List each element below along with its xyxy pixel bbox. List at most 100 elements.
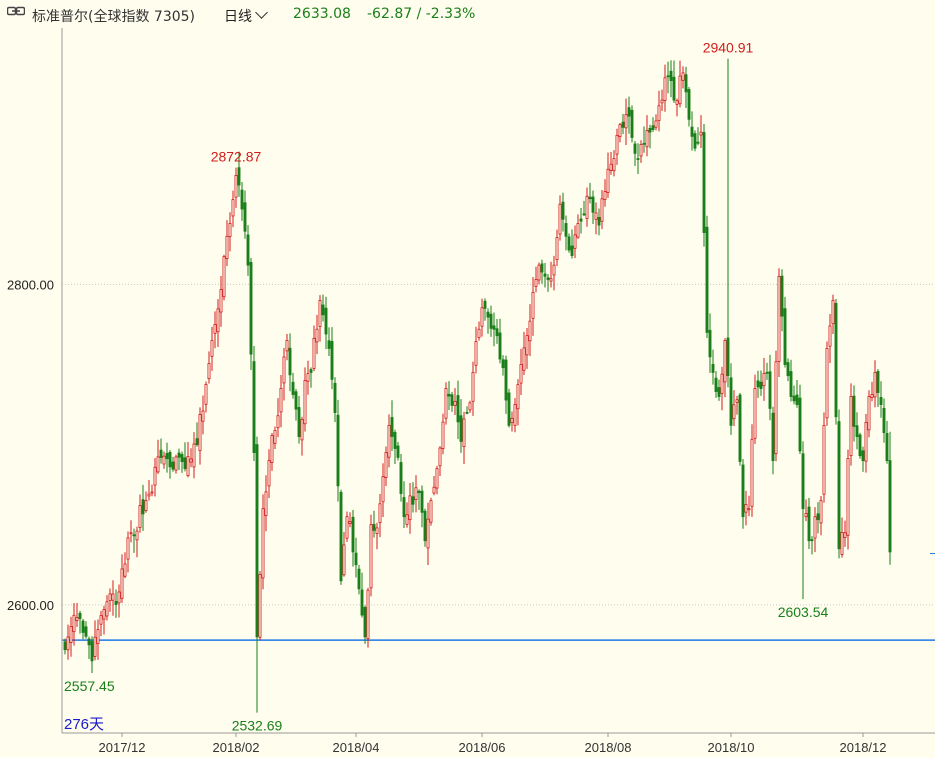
candle-body bbox=[276, 415, 280, 429]
candle-body bbox=[513, 404, 517, 426]
candle-body bbox=[264, 491, 268, 516]
candle-body bbox=[168, 452, 172, 468]
candle-body bbox=[435, 468, 439, 489]
candle-body bbox=[735, 399, 739, 403]
x-tick-label: 2018/10 bbox=[708, 740, 755, 755]
candle-body bbox=[846, 458, 850, 536]
candle-body bbox=[873, 372, 877, 398]
candle-body bbox=[543, 273, 547, 277]
candle-body bbox=[192, 443, 196, 468]
candle-body bbox=[612, 158, 616, 172]
candle-body bbox=[291, 381, 295, 395]
candle-body bbox=[180, 454, 184, 463]
candle-body bbox=[243, 202, 247, 232]
candle-body bbox=[156, 456, 160, 473]
x-tick-label: 2017/12 bbox=[99, 740, 146, 755]
candle-body bbox=[345, 516, 349, 539]
candle-body bbox=[279, 387, 283, 413]
candle-body bbox=[729, 377, 733, 426]
link-icon[interactable] bbox=[7, 6, 25, 16]
candle-body bbox=[393, 432, 397, 449]
candle-body bbox=[591, 196, 595, 213]
candle-body bbox=[216, 308, 220, 333]
candle-body bbox=[117, 591, 121, 604]
candle-body bbox=[681, 72, 685, 81]
candle-body bbox=[483, 300, 487, 309]
candle-body bbox=[351, 516, 355, 553]
candle-body bbox=[696, 141, 700, 144]
candle-body bbox=[648, 127, 652, 133]
candlestick-chart[interactable]: 2600.00 2800.00 2017/12 2018/02 2018/04 2018/… bbox=[0, 28, 935, 758]
candle-body bbox=[390, 417, 394, 437]
candle-body bbox=[786, 362, 790, 377]
candle-body bbox=[726, 337, 730, 377]
candle-body bbox=[651, 125, 655, 130]
candle-body bbox=[498, 332, 502, 360]
candle-body bbox=[111, 593, 115, 601]
candle-body bbox=[831, 299, 835, 325]
candle-body bbox=[402, 497, 406, 518]
candle-body bbox=[465, 411, 469, 414]
candle-body bbox=[771, 412, 775, 462]
candle-body bbox=[801, 453, 805, 510]
candle-body bbox=[609, 163, 613, 171]
candle-body bbox=[858, 434, 862, 457]
candle-body bbox=[81, 620, 85, 633]
candle-body bbox=[144, 500, 148, 511]
candle-body bbox=[69, 626, 73, 644]
candle-body bbox=[693, 133, 697, 149]
candle-body bbox=[798, 397, 802, 452]
candle-body bbox=[546, 277, 550, 280]
candle-body bbox=[153, 466, 157, 486]
candle-body bbox=[732, 404, 736, 420]
period-label: 日线 bbox=[224, 9, 252, 25]
candle-body bbox=[852, 395, 856, 427]
candle-body bbox=[783, 308, 787, 365]
candle-body bbox=[675, 100, 679, 105]
candle-body bbox=[249, 261, 253, 355]
candle-body bbox=[738, 394, 742, 462]
candle-body bbox=[825, 348, 829, 419]
candle-body bbox=[426, 518, 430, 549]
candle-body bbox=[510, 417, 514, 424]
candle-body bbox=[687, 89, 691, 120]
candle-body bbox=[888, 460, 892, 553]
candle-body bbox=[750, 438, 754, 507]
candle-body bbox=[624, 114, 628, 129]
x-tick-label: 2018/02 bbox=[213, 740, 260, 755]
candle-body bbox=[570, 245, 574, 256]
candle-body bbox=[93, 636, 97, 657]
candle-body bbox=[72, 614, 76, 633]
instrument-title: 标准普尔(全球指数 7305) bbox=[32, 9, 196, 25]
candle-body bbox=[255, 444, 259, 638]
candle-body bbox=[603, 191, 607, 200]
candle-body bbox=[99, 615, 103, 625]
candle-body bbox=[162, 455, 166, 465]
candle-body bbox=[792, 395, 796, 402]
candle-body bbox=[273, 430, 277, 444]
candle-body bbox=[417, 490, 421, 494]
candle-body bbox=[342, 544, 346, 576]
candle-body bbox=[552, 264, 556, 276]
candle-body bbox=[828, 325, 832, 347]
candle-body bbox=[450, 394, 454, 406]
candle-body bbox=[366, 589, 370, 640]
candle-body bbox=[588, 196, 592, 200]
candle-body bbox=[660, 99, 664, 104]
candle-body bbox=[720, 373, 724, 394]
candle-body bbox=[105, 601, 109, 617]
candle-body bbox=[864, 421, 868, 462]
period-selector[interactable]: 日线 bbox=[224, 6, 268, 26]
candle-body bbox=[672, 76, 676, 101]
x-tick-label: 2018/08 bbox=[585, 740, 632, 755]
candle-body bbox=[576, 223, 580, 238]
candle-body bbox=[126, 537, 130, 560]
candle-body bbox=[282, 356, 286, 384]
candle-body bbox=[708, 329, 712, 358]
candle-body bbox=[531, 291, 535, 319]
candle-body bbox=[240, 189, 244, 210]
candle-body bbox=[822, 425, 826, 495]
candle-body bbox=[723, 340, 727, 383]
candle-body bbox=[315, 328, 319, 343]
candle-body bbox=[645, 130, 649, 148]
